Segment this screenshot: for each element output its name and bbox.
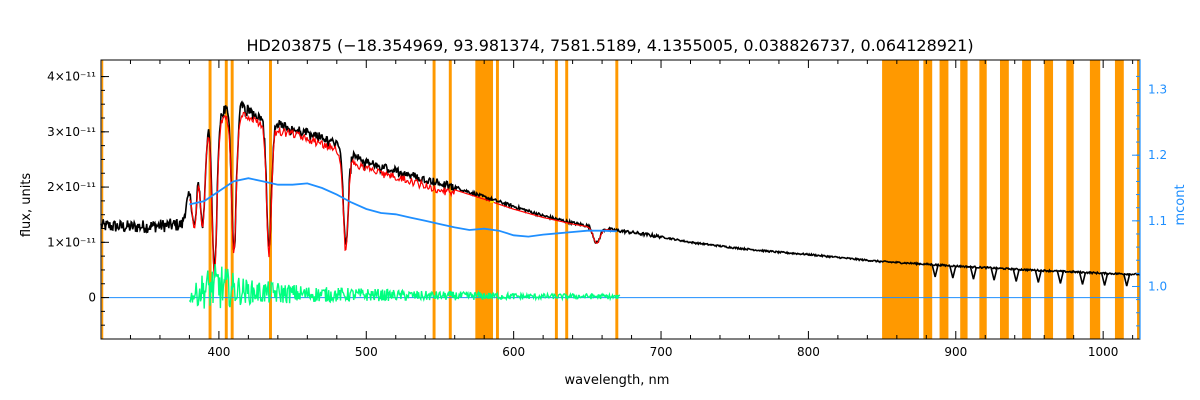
masked-region-1 [208, 60, 212, 339]
continuum-curve [189, 177, 617, 238]
residuals [101, 263, 1140, 309]
telluric-dip-8 [1100, 273, 1109, 286]
masked-region-14 [939, 60, 949, 339]
residual-line [188, 263, 621, 309]
x-tick-label-0: 400 [207, 345, 230, 359]
telluric-dip-2 [969, 266, 978, 280]
masked-region-10 [565, 60, 569, 339]
y-tick-label-2: 2×10⁻¹¹ [47, 180, 96, 194]
highlight-mark [490, 200, 495, 203]
masked-region-13 [923, 60, 933, 339]
masked-region-2 [224, 60, 228, 339]
model-spectrum [188, 111, 617, 278]
y-tick-label-1: 1×10⁻¹¹ [47, 235, 96, 249]
telluric-dip-1 [949, 265, 957, 279]
x-axis-label: wavelength, nm [565, 373, 670, 388]
masked-region-8 [495, 60, 499, 339]
y2-axis-label: mcont [1173, 184, 1188, 225]
x-tick-label-3: 700 [650, 345, 673, 359]
y2-tick-label-1: 1.1 [1148, 214, 1167, 228]
x-tick-label-1: 500 [355, 345, 378, 359]
masked-region-11 [615, 60, 619, 339]
masked-region-22 [1114, 60, 1124, 339]
masked-region-16 [979, 60, 987, 339]
masked-region-6 [448, 60, 452, 339]
masked-region-15 [960, 60, 968, 339]
masked-region-20 [1066, 60, 1074, 339]
y2-tick-label-0: 1.0 [1148, 279, 1167, 293]
masked-region-21 [1089, 60, 1101, 339]
x-tick-label-4: 800 [797, 345, 820, 359]
telluric-dip-4 [1012, 269, 1020, 282]
masked-region-19 [1044, 60, 1054, 339]
axes: 400 500 600 700 800 900 1000 0 1×10⁻¹¹ 2×10⁻¹¹ 3×1… [47, 59, 1167, 359]
masked-regions [101, 60, 1140, 339]
y2-tick-label-2: 1.2 [1148, 148, 1167, 162]
chart-title: HD203875 (−18.354969, 93.981374, 7581.51… [246, 36, 973, 55]
continuum-line [189, 177, 617, 238]
telluric-dip-6 [1056, 271, 1065, 284]
masked-region-5 [432, 60, 436, 339]
y-tick-label-0: 0 [88, 291, 96, 305]
masked-region-23 [1137, 60, 1140, 339]
y-tick-label-4: 4×10⁻¹¹ [47, 70, 96, 84]
masked-region-17 [999, 60, 1009, 339]
y2-tick-label-3: 1.3 [1148, 83, 1167, 97]
y-tick-label-3: 3×10⁻¹¹ [47, 125, 96, 139]
telluric-dip-9 [1123, 273, 1131, 287]
x-tick-label-6: 1000 [1088, 345, 1119, 359]
y-axis-label: flux, units [19, 173, 34, 238]
telluric-dip-3 [990, 267, 998, 281]
masked-region-9 [554, 60, 558, 339]
x-tick-label-2: 600 [502, 345, 525, 359]
telluric-dip-0 [931, 264, 939, 278]
model-line [188, 111, 617, 278]
telluric-dip-5 [1034, 270, 1043, 283]
x-tick-label-5: 900 [944, 345, 967, 359]
masked-region-12 [882, 60, 919, 339]
masked-region-18 [1022, 60, 1031, 339]
masked-region-0 [101, 60, 104, 339]
telluric-dip-7 [1078, 272, 1087, 285]
